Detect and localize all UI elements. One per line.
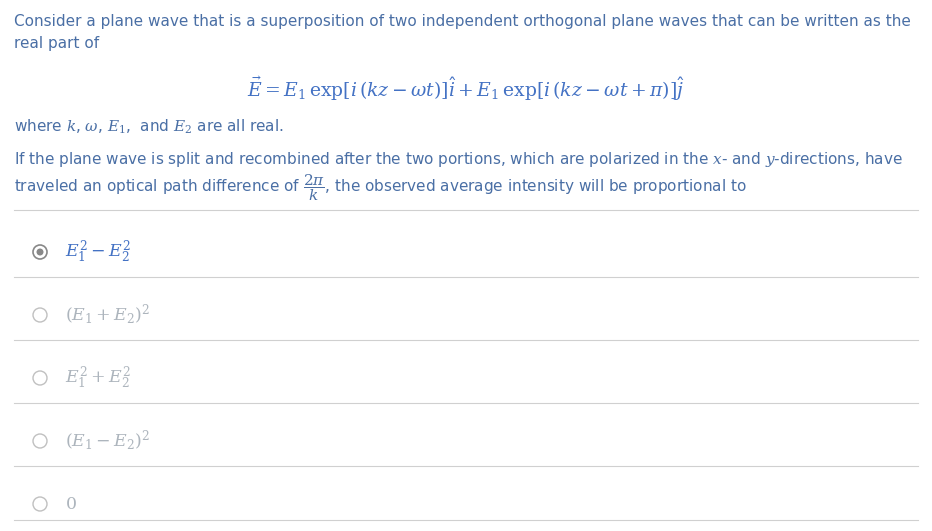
Text: traveled an optical path difference of $\dfrac{2\pi}{k}$, the observed average i: traveled an optical path difference of $…	[14, 172, 747, 203]
Text: $E_1^2 + E_2^2$: $E_1^2 + E_2^2$	[65, 365, 130, 391]
Text: $E_1^2 - E_2^2$: $E_1^2 - E_2^2$	[65, 238, 130, 266]
Text: $\vec{E} = E_1\,\mathrm{exp}[i\,(kz - \omega t)]\hat{i} + E_1\,\mathrm{exp}[i\,(: $\vec{E} = E_1\,\mathrm{exp}[i\,(kz - \o…	[247, 75, 685, 104]
Text: $(E_1 + E_2)^2$: $(E_1 + E_2)^2$	[65, 303, 150, 327]
Text: If the plane wave is split and recombined after the two portions, which are pola: If the plane wave is split and recombine…	[14, 150, 903, 169]
Text: $0$: $0$	[65, 495, 76, 513]
Text: where $k$, $\omega$, $E_1$,  and $E_2$ are all real.: where $k$, $\omega$, $E_1$, and $E_2$ ar…	[14, 118, 283, 136]
Circle shape	[36, 249, 44, 255]
Text: Consider a plane wave that is a superposition of two independent orthogonal plan: Consider a plane wave that is a superpos…	[14, 14, 911, 29]
Text: $(E_1 - E_2)^2$: $(E_1 - E_2)^2$	[65, 429, 150, 453]
Text: real part of: real part of	[14, 36, 99, 51]
